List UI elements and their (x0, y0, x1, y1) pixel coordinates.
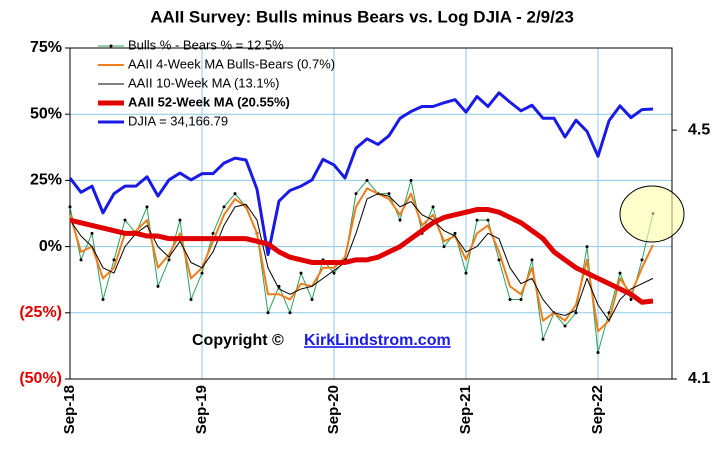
series-line (69, 187, 654, 333)
point (222, 205, 226, 209)
point (508, 298, 512, 302)
point (629, 298, 633, 302)
legend-label: AAII 10-Week MA (13.1%) (128, 75, 280, 90)
x-tick-label: Sep-18 (61, 385, 78, 434)
point (453, 231, 457, 235)
point (189, 298, 193, 302)
chart-title: AAII Survey: Bulls minus Bears vs. Log D… (150, 7, 574, 26)
point (123, 218, 127, 222)
legend-label: AAII 4-Week MA Bulls-Bears (0.7%) (128, 56, 335, 71)
legend-label: AAII 52-Week MA (20.55%) (128, 94, 290, 109)
series-line (68, 91, 654, 257)
point (607, 311, 611, 315)
point (112, 258, 116, 262)
point (288, 311, 292, 315)
link[interactable]: KirkLindstrom.com (304, 332, 451, 349)
point (618, 271, 622, 275)
point (464, 271, 468, 275)
point (409, 178, 413, 182)
y-tick-label: 50% (30, 105, 62, 122)
point (266, 311, 270, 315)
x-tick-label: Sep-20 (325, 385, 342, 434)
point (145, 205, 149, 209)
point (398, 218, 402, 222)
point (497, 258, 501, 262)
x-tick-label: Sep-22 (589, 385, 606, 434)
point (541, 337, 545, 341)
legend-label: Bulls % - Bears % = 12.5% (128, 37, 284, 52)
plot-area: (50%) (25%) 0% 25% 50% 75% 4.1 4.5 Sep-18 Sep-19 S… (19, 37, 710, 434)
point (431, 205, 435, 209)
point (519, 298, 523, 302)
series-line (69, 207, 654, 305)
point (310, 298, 314, 302)
point (596, 351, 600, 355)
x-tick-label: Sep-21 (457, 385, 474, 434)
point (640, 258, 644, 262)
point (332, 271, 336, 275)
y2-tick-label: 4.1 (688, 370, 710, 387)
point (442, 245, 446, 249)
point (156, 284, 160, 288)
point (475, 218, 479, 222)
point (90, 231, 94, 235)
point (354, 192, 358, 196)
y-tick-label: 75% (30, 39, 62, 56)
point (530, 258, 534, 262)
point (167, 258, 171, 262)
series-line (69, 193, 654, 322)
legend-marker (109, 44, 113, 48)
y-tick-label: (50%) (19, 370, 62, 387)
copyright: Copyright © (192, 332, 284, 349)
point (299, 271, 303, 275)
point (585, 245, 589, 249)
point (178, 218, 182, 222)
y-tick-label: 0% (39, 238, 62, 255)
point (387, 192, 391, 196)
point (200, 271, 204, 275)
point (486, 218, 490, 222)
point (365, 178, 369, 182)
point (68, 205, 72, 209)
highlight-circle (619, 185, 685, 243)
y2-tick-label: 4.5 (688, 121, 710, 138)
point (563, 324, 567, 328)
y-tick-label: 25% (30, 172, 62, 189)
point (233, 192, 237, 196)
point (101, 298, 105, 302)
point (574, 311, 578, 315)
y-tick-label: (25%) (19, 304, 62, 321)
legend-label: DJIA = 34,166.79 (128, 113, 228, 128)
point (211, 231, 215, 235)
point (79, 258, 83, 262)
x-tick-label: Sep-19 (193, 385, 210, 434)
